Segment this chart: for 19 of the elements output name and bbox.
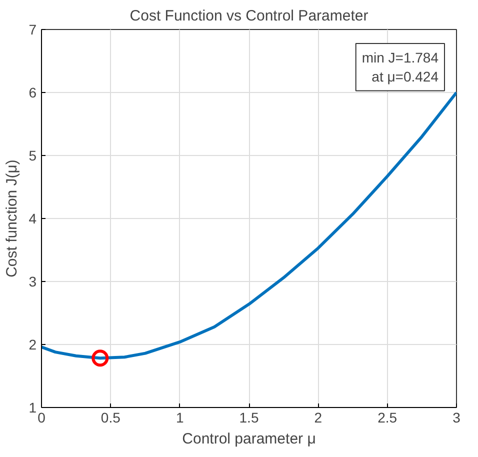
- y-tick-label: 5: [28, 148, 37, 164]
- y-tick-label: 3: [28, 274, 37, 290]
- x-axis-title: Control parameter μ: [182, 430, 316, 448]
- y-tick-label: 6: [28, 84, 37, 100]
- x-tick-label: 1.5: [239, 410, 259, 426]
- y-tick-label: 1: [28, 400, 37, 416]
- y-tick-label: 2: [28, 336, 37, 352]
- x-tick-label: 0: [38, 410, 46, 426]
- x-tick-label: 2.5: [378, 410, 398, 426]
- line-series: [42, 91, 456, 360]
- annotation: min J=1.784 at μ=0.424: [362, 50, 439, 85]
- y-tick-label: 4: [28, 210, 37, 226]
- x-tick-label: 3: [452, 410, 461, 426]
- chart-title: Cost Function vs Control Parameter: [130, 8, 368, 24]
- x-tick-label: 1: [176, 410, 184, 426]
- x-tick-label: 0.5: [100, 410, 121, 426]
- y-tick-label: 7: [28, 22, 37, 38]
- y-axis-title: Cost function J(μ): [4, 160, 21, 278]
- x-tick-label: 2: [314, 410, 322, 426]
